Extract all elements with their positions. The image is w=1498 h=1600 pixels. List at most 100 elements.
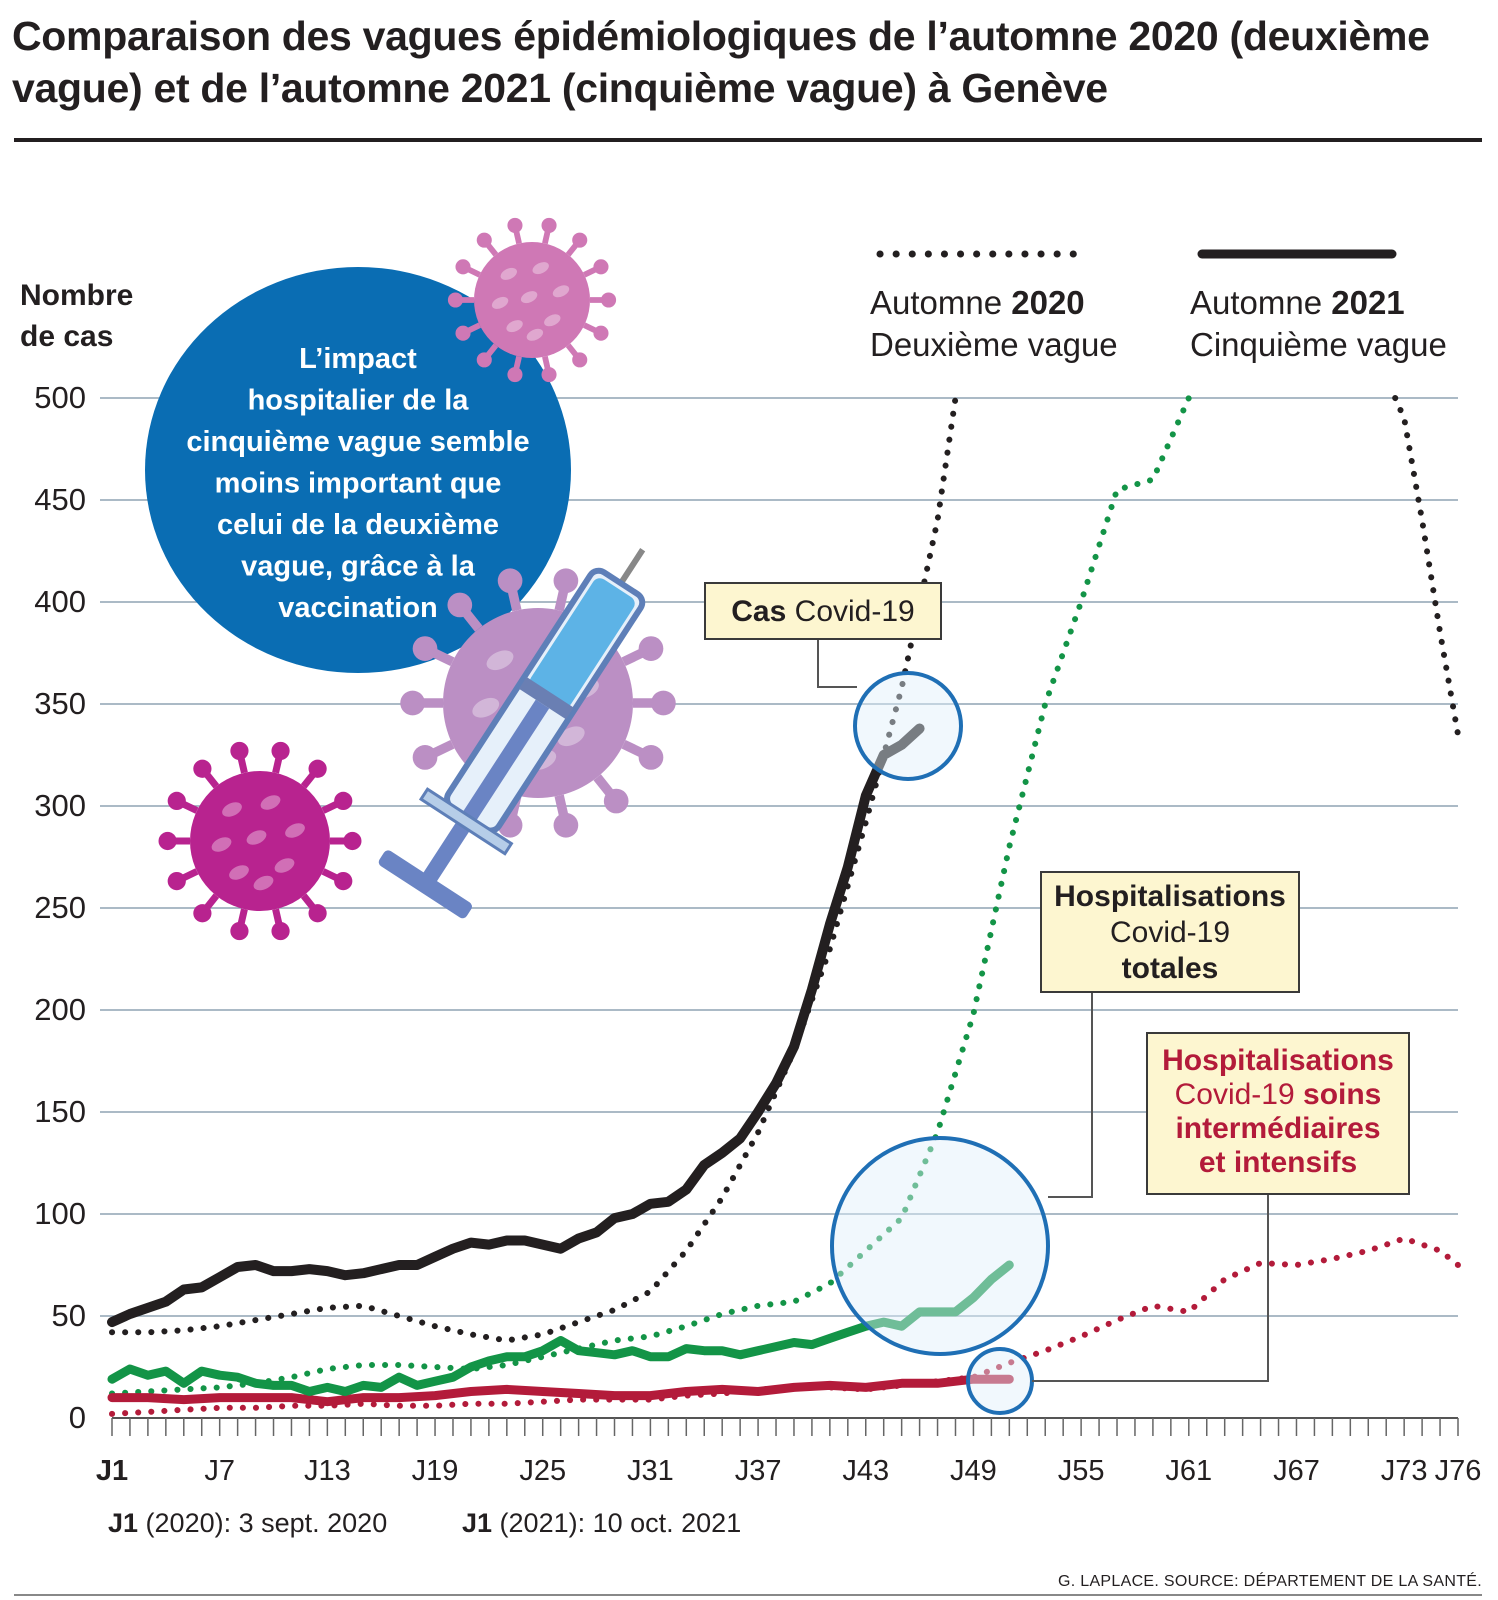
syringe-liquid — [529, 578, 635, 708]
x-tick-label: J73 — [1381, 1455, 1428, 1487]
virus-spike-tip — [308, 904, 327, 923]
x-tick-label: J67 — [1273, 1455, 1320, 1487]
y-tick-label: 350 — [34, 686, 86, 721]
callout-hosp-icu-line3: intermédiaires — [1175, 1112, 1381, 1145]
y-axis-label-line2: de cas — [20, 320, 113, 353]
virus-spot — [274, 858, 295, 873]
info-bubble-line: cinquième vague semble — [186, 426, 529, 458]
highlight-circle-hosp-total — [830, 1136, 1050, 1356]
highlight-circle-cases — [853, 671, 963, 781]
callout-cases: Cas Covid-19 — [704, 582, 942, 640]
leader-line-hosp-icu — [1032, 1194, 1269, 1382]
y-tick-label: 500 — [34, 380, 86, 415]
virus-spike-tip — [507, 217, 523, 233]
x-tick-label: J49 — [950, 1455, 997, 1487]
source-credit: G. LAPLACE. SOURCE: DÉPARTEMENT DE LA SA… — [1058, 1573, 1482, 1590]
virus-spot — [526, 328, 544, 341]
virus-body — [474, 242, 590, 358]
callout-hosp-total-line3: totales — [1121, 952, 1219, 985]
virus-spot — [532, 262, 549, 275]
y-tick-label: 450 — [34, 482, 86, 517]
x-tick-label: J19 — [412, 1455, 459, 1487]
y-tick-label: 150 — [34, 1094, 86, 1129]
x-axis: J1 J7 J13 J19 J25 J31 J37 J43 J49 J55 J61 J67 J73 J76 — [96, 1418, 1482, 1487]
legend-label-2020: Automne 2020 — [870, 284, 1085, 321]
series-line-cases-2020 — [109, 395, 959, 1344]
virus-spike-tip — [193, 904, 212, 923]
virus-body — [190, 771, 330, 911]
callout-hosp-total-line1: Hospitalisations — [1054, 880, 1286, 913]
y-tick-label: 200 — [34, 992, 86, 1027]
virus-spot — [486, 650, 514, 671]
x-tick-label: J1 — [96, 1455, 128, 1487]
syringe-needle — [615, 548, 646, 590]
virus-spike-tip — [572, 352, 588, 368]
series-line-hosp_icu-2021 — [107, 1374, 1014, 1407]
title-divider — [14, 138, 1482, 142]
virus-spike-tip — [638, 636, 664, 661]
virus-spike-tip — [455, 259, 471, 275]
info-bubble-background — [145, 267, 571, 673]
info-bubble-text: L’impact hospitalier de la cinquième vague… — [186, 343, 529, 624]
virus-spike-tip — [167, 871, 186, 891]
virus-icon — [447, 217, 617, 383]
leader-line-hosp-total — [1048, 992, 1093, 1198]
callout-hosp-total-line2: Covid-19 — [1109, 916, 1231, 949]
virus-spike-tip — [343, 831, 362, 851]
virus-spot — [552, 285, 570, 298]
virus-spot — [285, 823, 305, 838]
virus-spot — [500, 267, 517, 280]
bottom-divider — [14, 1594, 1482, 1596]
info-bubble-line: celui de la deuxième — [217, 509, 499, 541]
syringe-icon — [378, 548, 646, 919]
virus-spike-tip — [167, 791, 186, 811]
virus-spike-tip — [400, 690, 425, 716]
syringe-thumb-rest — [378, 850, 472, 919]
x-tick-label: J76 — [1435, 1455, 1482, 1487]
y-tick-label: 400 — [34, 584, 86, 619]
virus-icon — [158, 741, 362, 941]
x-tick-label: J55 — [1058, 1455, 1105, 1487]
virus-spike-tip — [193, 759, 212, 778]
virus-spike-tip — [593, 325, 609, 341]
x-tick-label: J25 — [519, 1455, 566, 1487]
virus-spot — [253, 875, 274, 891]
virus-spike-tip — [334, 871, 353, 891]
virus-spike-tip — [497, 568, 523, 594]
x-tick-label: J7 — [204, 1455, 235, 1487]
series-line-cases-2020-return — [1392, 395, 1461, 738]
y-tick-label: 50 — [52, 1298, 86, 1333]
legend-sublabel-2020: Deuxième vague — [870, 326, 1118, 363]
series-lines — [107, 395, 1461, 1417]
virus-spike-tip — [572, 232, 588, 248]
virus-spike-tip — [603, 788, 629, 814]
callout-hosp-icu: Hospitalisations Covid-19 soins interméd… — [1146, 1032, 1410, 1195]
virus-spike-tip — [230, 741, 249, 761]
y-axis: 0 50 100 150 200 250 300 350 400 450 500 — [34, 380, 86, 1435]
y-tick-label: 100 — [34, 1196, 86, 1231]
virus-spike-tip — [334, 791, 353, 811]
y-tick-label: 0 — [69, 1400, 86, 1435]
virus-spike-tip — [412, 636, 438, 661]
callout-hosp-icu-line1: Hospitalisations — [1162, 1044, 1394, 1077]
x-tick-label: J43 — [842, 1455, 889, 1487]
virus-spike-tip — [553, 568, 579, 594]
virus-spike-tip — [638, 745, 664, 770]
virus-spike-tip — [447, 592, 473, 618]
virus-spike-tip — [447, 292, 463, 308]
virus-spot — [520, 291, 538, 304]
callout-hosp-total: Hospitalisations Covid-19 totales — [1040, 871, 1300, 993]
virus-spike-tip — [507, 367, 523, 383]
x-tick-label: J61 — [1165, 1455, 1212, 1487]
virus-spike-tip — [158, 831, 177, 851]
virus-spot — [246, 830, 267, 845]
virus-spot — [491, 296, 509, 309]
virus-spike-tip — [541, 217, 557, 233]
info-bubble-line: vaccination — [278, 592, 438, 624]
virus-spot — [472, 697, 500, 718]
callout-hosp-icu-line4: et intensifs — [1198, 1146, 1358, 1179]
virus-spike-tip — [271, 921, 290, 941]
virus-spike-tip — [553, 812, 579, 838]
virus-spot — [506, 320, 523, 333]
